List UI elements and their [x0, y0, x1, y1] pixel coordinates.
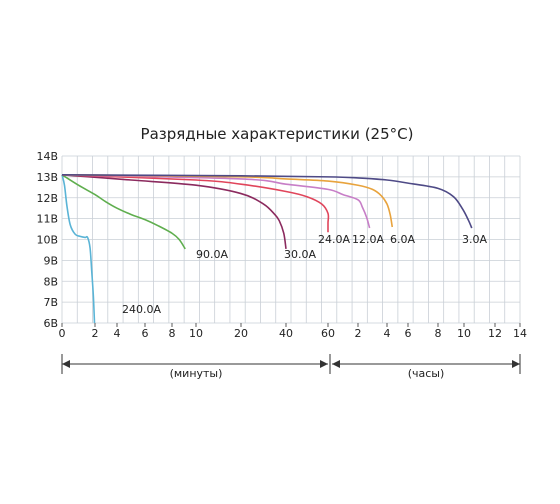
arrow-mid-left-icon — [332, 360, 340, 368]
arrow-right-icon — [512, 360, 520, 368]
series-label: 240.0A — [122, 303, 161, 316]
minutes-label: (минуты) — [170, 367, 223, 380]
series-line-24-0A — [61, 173, 330, 233]
x-tick-label: 20 — [234, 327, 248, 340]
series-line-6-0A — [61, 173, 394, 228]
chart-title: Разрядные характеристики (25°C) — [141, 125, 414, 143]
x-tick-label: 6 — [142, 327, 149, 340]
x-tick-label: 2 — [355, 327, 362, 340]
x-tick-label: 0 — [59, 327, 66, 340]
series-label: 6.0A — [390, 233, 415, 246]
arrow-mid-right-icon — [320, 360, 328, 368]
grid — [61, 155, 521, 324]
arrow-left-icon — [62, 360, 70, 368]
y-tick-label: 7В — [43, 296, 58, 309]
axis-range-arrows: (минуты) (часы) — [61, 354, 521, 380]
series-line-240-0A — [61, 174, 96, 324]
x-axis-ticks: 0 2 4 6 8 10 20 40 60 2 4 6 8 10 12 14 — [59, 323, 527, 340]
x-tick-label: 8 — [435, 327, 442, 340]
x-tick-label: 8 — [169, 327, 176, 340]
y-tick-label: 8В — [43, 275, 58, 288]
series-label: 24.0A — [318, 233, 350, 246]
y-axis-ticks: 14В 13В 12В 11В 10В 9В 8В 7В 6В — [36, 150, 58, 330]
x-tick-label: 10 — [457, 327, 471, 340]
x-tick-label: 14 — [513, 327, 527, 340]
series-label: 90.0A — [196, 248, 228, 261]
series-label: 30.0A — [284, 248, 316, 261]
x-tick-label: 40 — [279, 327, 293, 340]
series-line-30-0A — [61, 173, 287, 250]
series-line-12-0A — [61, 173, 371, 229]
series-line-90-0A — [61, 174, 186, 250]
y-tick-label: 9В — [43, 254, 58, 267]
series-label: 12.0A — [352, 233, 384, 246]
x-tick-label: 12 — [488, 327, 502, 340]
y-tick-label: 12В — [36, 192, 58, 205]
x-tick-label: 4 — [384, 327, 391, 340]
x-tick-label: 10 — [189, 327, 203, 340]
x-tick-label: 6 — [405, 327, 412, 340]
y-tick-label: 10В — [36, 234, 58, 247]
x-tick-label: 60 — [321, 327, 335, 340]
x-tick-label: 4 — [114, 327, 121, 340]
series-label: 3.0A — [462, 233, 487, 246]
series-lines — [61, 173, 473, 324]
y-tick-label: 6В — [43, 317, 58, 330]
hours-label: (часы) — [408, 367, 445, 380]
y-tick-label: 13В — [36, 171, 58, 184]
y-tick-label: 14В — [36, 150, 58, 163]
x-tick-label: 2 — [92, 327, 99, 340]
series-line-3-0A — [61, 173, 473, 229]
y-tick-label: 11В — [36, 213, 58, 226]
